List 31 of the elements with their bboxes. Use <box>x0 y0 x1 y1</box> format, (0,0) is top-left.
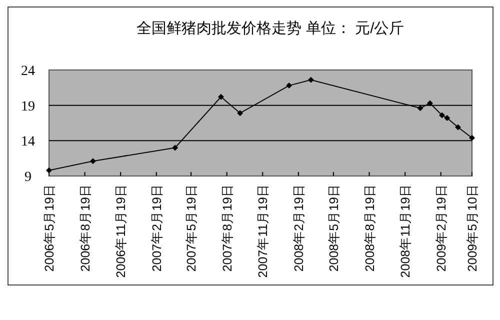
point <box>417 105 424 112</box>
x-tick-label: 2008年2月19日 <box>292 184 306 272</box>
x-tick-label: 2008年11月19日 <box>398 184 413 278</box>
point <box>308 76 314 83</box>
y-tick-label: 24 <box>21 64 35 79</box>
point <box>90 158 96 164</box>
point <box>426 100 433 106</box>
x-tick-label: 2006年8月19日 <box>78 184 92 272</box>
point <box>237 110 244 116</box>
x-tick-label: 2008年8月19日 <box>362 184 377 272</box>
x-tick-label: 2007年2月19日 <box>150 184 164 272</box>
x-tick-label: 2008年5月19日 <box>326 184 341 272</box>
point <box>218 94 224 100</box>
x-tick-label: 2007年11月19日 <box>256 184 270 278</box>
point <box>46 167 52 174</box>
x-tick-label: 2009年5月10日 <box>466 184 480 272</box>
point <box>444 115 450 122</box>
x-tick-label: 2006年5月19日 <box>42 184 56 272</box>
y-tick-label: 14 <box>21 134 35 150</box>
x-tick-label: 2009年2月19日 <box>434 184 448 272</box>
x-tick-label: 2007年8月19日 <box>220 184 234 272</box>
x-tick-label: 2006年11月19日 <box>114 184 128 278</box>
point <box>286 82 292 89</box>
point <box>454 124 461 130</box>
point <box>439 112 446 118</box>
x-tick-label: 2007年5月19日 <box>184 184 199 272</box>
point <box>469 134 475 141</box>
chart-title: 全国鲜猪肉批发价格走势 单位： 元/公斤 <box>136 20 404 37</box>
point <box>172 144 178 151</box>
y-tick-label: 9 <box>24 170 32 185</box>
y-tick-label: 19 <box>21 99 35 114</box>
